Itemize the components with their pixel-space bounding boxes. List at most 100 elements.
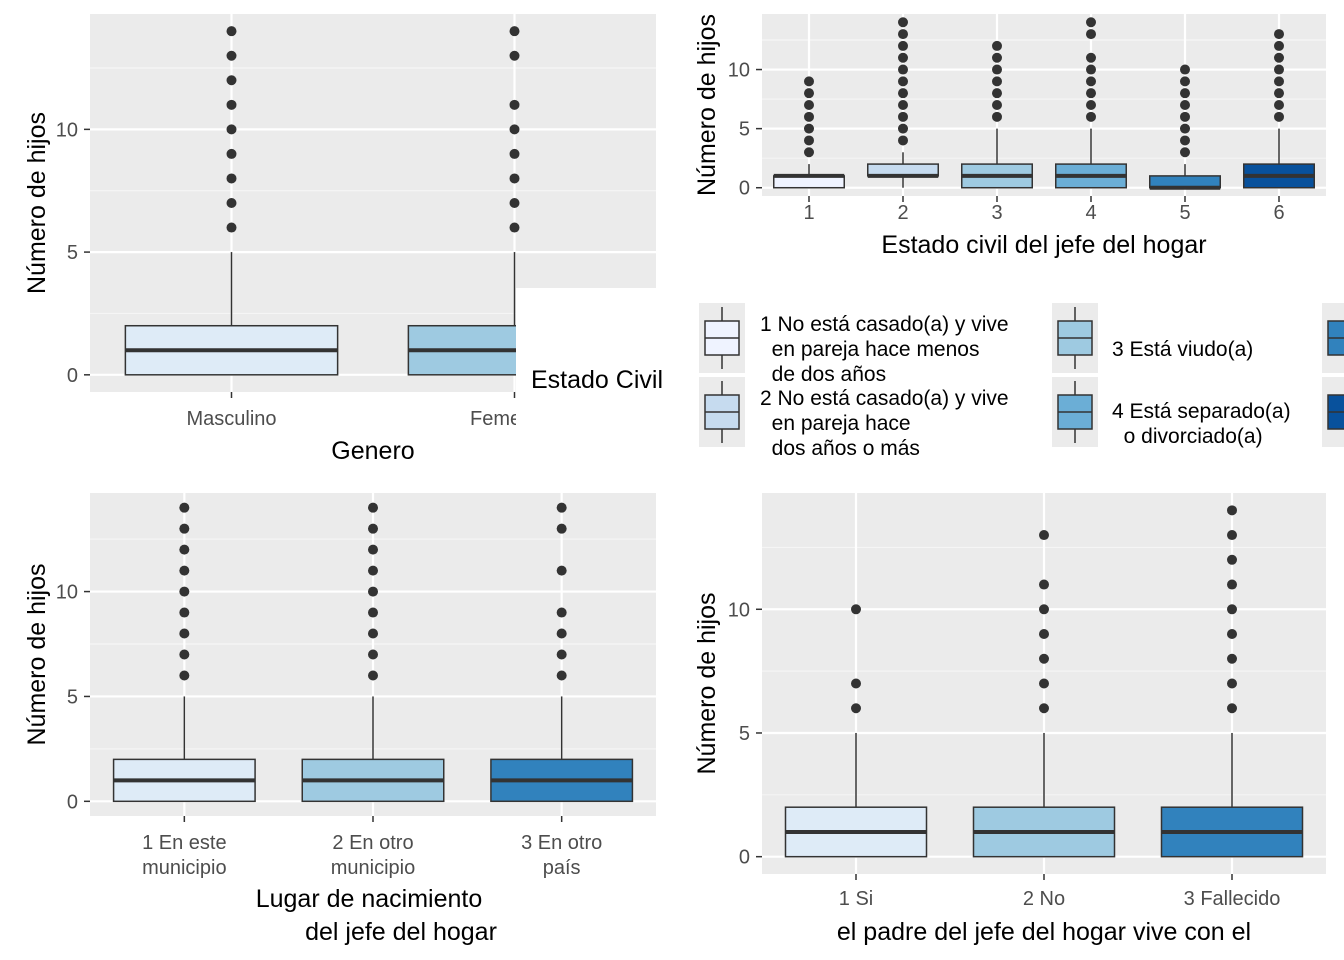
outlier-point	[179, 649, 190, 660]
box-2-no	[972, 530, 1116, 858]
y-axis-title: Número de hijos	[693, 592, 721, 774]
outlier-point	[898, 52, 908, 63]
x-tick-label: 6	[1273, 202, 1284, 224]
outlier-point	[179, 628, 190, 639]
y-tick-label: 10	[728, 60, 750, 82]
outlier-point	[226, 26, 237, 37]
outlier-point	[368, 502, 378, 513]
outlier-point	[992, 52, 1002, 63]
x-tick-label: país	[543, 857, 581, 879]
outlier-point	[851, 678, 861, 689]
outlier-point	[1039, 579, 1049, 590]
outlier-point	[1086, 76, 1096, 87]
box-masculino	[124, 26, 339, 376]
outlier-point	[1039, 703, 1049, 714]
outlier-point	[368, 607, 378, 618]
outlier-point	[1180, 76, 1190, 87]
outlier-point	[179, 586, 190, 597]
legend-label: 2 No está casado(a) y vive	[760, 387, 1009, 410]
outlier-point	[804, 88, 814, 99]
outlier-point	[368, 523, 378, 534]
outlier-point	[509, 26, 520, 37]
outlier-point	[1086, 17, 1096, 28]
outlier-point	[1086, 100, 1096, 110]
box-4	[1055, 17, 1127, 189]
x-tick-label: 2 En otro	[332, 832, 413, 854]
outlier-point	[804, 111, 814, 122]
boxplot-estado-civil: 0 5 10 1 2 3 4 5 6 Estado civil del jefe del hoga…	[693, 14, 1326, 259]
x-tick-label: 2 No	[1023, 888, 1065, 910]
x-axis-title: Lugar de nacimiento	[256, 885, 483, 913]
outlier-point	[1227, 505, 1237, 516]
outlier-point	[368, 586, 378, 597]
x-tick-label: 1 Si	[839, 888, 873, 910]
outlier-point	[1274, 76, 1284, 87]
outlier-point	[992, 100, 1002, 110]
outlier-point	[804, 147, 814, 158]
x-tick-label: 5	[1179, 202, 1190, 224]
outlier-point	[1180, 111, 1190, 122]
outlier-point	[804, 135, 814, 146]
outlier-point	[1039, 604, 1049, 615]
outlier-point	[898, 123, 908, 134]
outlier-point	[226, 222, 237, 233]
y-tick-label: 0	[739, 178, 750, 200]
y-tick-label: 0	[67, 365, 78, 387]
outlier-point	[898, 76, 908, 87]
outlier-point	[226, 99, 237, 110]
legend-item-5	[1322, 303, 1344, 373]
outlier-point	[1086, 64, 1096, 75]
legend-item-1: 1 No está casado(a) y vive en pareja hac…	[699, 303, 1009, 386]
outlier-point	[1227, 703, 1237, 714]
outlier-point	[556, 502, 567, 513]
outlier-point	[898, 40, 908, 51]
box-3-fallecido	[1160, 505, 1304, 858]
y-tick-label: 5	[67, 686, 78, 708]
outlier-point	[804, 100, 814, 110]
outlier-point	[1180, 88, 1190, 99]
outlier-point	[1180, 64, 1190, 75]
outlier-point	[226, 75, 237, 86]
outlier-point	[1180, 147, 1190, 158]
legend-label: en pareja hace	[760, 412, 911, 435]
outlier-point	[509, 99, 520, 110]
outlier-point	[1039, 678, 1049, 689]
box-2	[867, 17, 939, 188]
outlier-point	[509, 222, 520, 233]
outlier-point	[1274, 40, 1284, 51]
x-tick-label: 3 Fallecido	[1184, 888, 1281, 910]
outlier-point	[368, 565, 378, 576]
outlier-point	[992, 40, 1002, 51]
x-tick-label: 2	[897, 202, 908, 224]
outlier-point	[1227, 678, 1237, 689]
outlier-point	[1086, 111, 1096, 122]
outlier-point	[851, 703, 861, 714]
box-6	[1243, 29, 1315, 189]
outlier-point	[1274, 52, 1284, 63]
outlier-point	[1274, 29, 1284, 40]
legend-label: dos años o más	[760, 437, 920, 460]
box-1	[773, 76, 845, 189]
outlier-point	[1227, 530, 1237, 541]
outlier-point	[1274, 88, 1284, 99]
outlier-point	[226, 124, 237, 135]
y-axis-title: Número de hijos	[693, 14, 721, 196]
legend-label: 1 No está casado(a) y vive	[760, 313, 1009, 336]
outlier-point	[179, 544, 190, 555]
legend-label: o divorciado(a)	[1112, 425, 1263, 448]
x-tick-label: 3 En otro	[521, 832, 602, 854]
outlier-point	[804, 123, 814, 134]
x-axis-title: el padre del jefe del hogar vive con el	[837, 918, 1251, 946]
legend-item-2: 2 No está casado(a) y vive en pareja hac…	[699, 377, 1009, 460]
outlier-point	[992, 76, 1002, 87]
box-5	[1149, 64, 1221, 190]
outlier-point	[179, 565, 190, 576]
outlier-point	[1180, 135, 1190, 146]
outlier-point	[509, 50, 520, 61]
box-1-si	[784, 604, 928, 858]
x-tick-label: Masculino	[186, 408, 276, 430]
outlier-point	[1086, 29, 1096, 40]
y-tick-label: 5	[67, 242, 78, 264]
